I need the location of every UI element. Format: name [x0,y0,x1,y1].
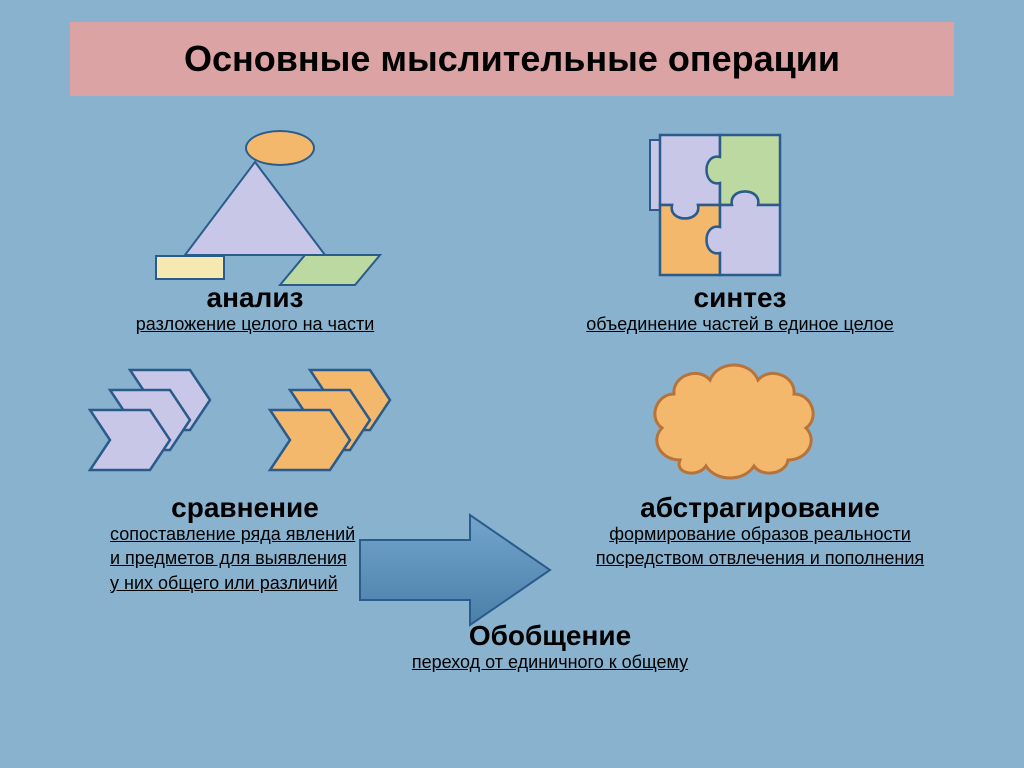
generalization-arrow-icon [350,510,560,635]
synthesis-title: синтез [540,282,940,314]
generalization-desc: переход от единичного к общему [340,650,760,674]
synthesis-desc: объединение частей в единое целое [540,312,940,336]
abstraction-desc: формирование образов реальности посредст… [560,522,960,571]
comparison-arrows-icon [80,360,410,490]
concept-synthesis: синтез объединение частей в единое целое [540,130,940,336]
abstraction-title: абстрагирование [560,492,960,524]
concept-abstraction: абстрагирование формирование образов реа… [560,360,960,571]
analysis-desc: разложение целого на части [90,312,420,336]
concept-analysis: анализ разложение целого на части [90,130,420,336]
title-banner: Основные мыслительные операции [70,22,954,96]
generalization-title: Обобщение [340,620,760,652]
page-title: Основные мыслительные операции [184,38,840,79]
cloud-icon [560,360,960,490]
concept-generalization: Обобщение переход от единичного к общему [340,620,760,674]
puzzle-icon [540,130,940,280]
comparison-desc: сопоставление ряда явлений и предметов д… [80,522,360,595]
analysis-shapes-icon [90,130,420,280]
